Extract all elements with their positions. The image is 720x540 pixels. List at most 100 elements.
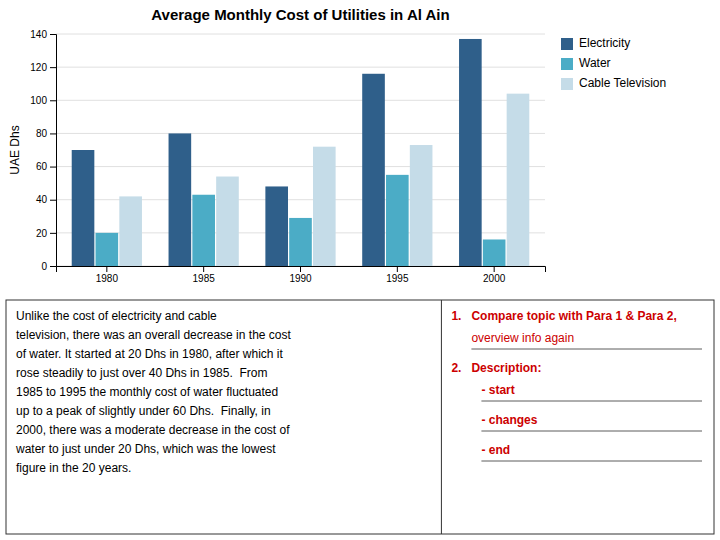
tick-label: 0 bbox=[41, 261, 47, 272]
annotation: 1. bbox=[451, 309, 461, 323]
annotation-line: 1985 to 1995 the monthly cost of water f… bbox=[16, 385, 278, 399]
tick-mark bbox=[50, 266, 56, 267]
annotation: 2. bbox=[451, 361, 461, 375]
tick-label: 20 bbox=[36, 228, 48, 239]
tick-label: 2000 bbox=[483, 273, 506, 284]
legend-label: Cable Television bbox=[579, 76, 666, 90]
tick-label: 60 bbox=[36, 161, 48, 172]
tick-mark bbox=[106, 266, 107, 272]
tick: 1980 bbox=[96, 266, 119, 284]
legend-item: Cable Television bbox=[561, 76, 666, 90]
tick-mark bbox=[300, 266, 301, 272]
bar bbox=[216, 177, 239, 266]
tick-mark bbox=[494, 266, 495, 272]
bar bbox=[459, 39, 482, 266]
tick: 1995 bbox=[386, 266, 409, 284]
tick-label: 100 bbox=[30, 95, 47, 106]
tick-label: 1985 bbox=[193, 273, 216, 284]
annotation-line: water to just under 20 Dhs, which was th… bbox=[15, 442, 276, 456]
annotation-line: rose steadily to just over 40 Dhs in 198… bbox=[16, 366, 267, 380]
annotation: - start bbox=[481, 383, 514, 397]
bar bbox=[289, 218, 312, 266]
tick-mark bbox=[203, 266, 204, 272]
tick: 40 bbox=[36, 194, 56, 205]
tick: 2000 bbox=[483, 266, 506, 284]
bar bbox=[362, 74, 385, 266]
tick-mark bbox=[50, 200, 56, 201]
annotation-line: of water. It started at 20 Dhs in 1980, … bbox=[16, 347, 283, 361]
tick-mark bbox=[50, 34, 56, 35]
tick-label: 140 bbox=[30, 29, 47, 40]
bar bbox=[72, 150, 95, 266]
figure: 0 20 40 60 80 100 120 140 1980 1985 1990 1995 2000 UA… bbox=[0, 0, 720, 540]
grid-line bbox=[56, 34, 545, 35]
underline bbox=[471, 349, 702, 350]
panel-divider bbox=[441, 300, 442, 534]
tick-mark bbox=[50, 233, 56, 234]
tick-mark bbox=[50, 167, 56, 168]
tick-label: 1980 bbox=[96, 273, 119, 284]
tick: 140 bbox=[30, 29, 56, 40]
panel-border bbox=[6, 300, 714, 534]
legend: Electricity Water Cable Television bbox=[561, 36, 666, 90]
underline bbox=[481, 461, 702, 462]
axis-line bbox=[57, 267, 546, 273]
tick-mark bbox=[50, 100, 56, 101]
bar bbox=[265, 186, 288, 266]
bar bbox=[169, 133, 192, 266]
tick-mark bbox=[50, 67, 56, 68]
y-axis-title: UAE Dhs bbox=[8, 125, 22, 174]
annotation: overview info again bbox=[471, 331, 574, 345]
annotation-line: Unlike the cost of electricity and cable bbox=[16, 309, 217, 323]
tick: 1985 bbox=[193, 266, 216, 284]
annotation-line: television, there was an overall decreas… bbox=[16, 328, 291, 342]
legend-swatch bbox=[561, 78, 573, 90]
bars bbox=[72, 39, 530, 266]
underline bbox=[481, 431, 702, 432]
tick-label: 1995 bbox=[386, 273, 409, 284]
tick-label: 40 bbox=[36, 194, 48, 205]
legend-item: Water bbox=[561, 56, 611, 70]
bar-series bbox=[96, 175, 506, 266]
text-panel: Unlike the cost of electricity and cable… bbox=[6, 300, 714, 534]
bar bbox=[483, 239, 506, 266]
bar-series bbox=[72, 39, 482, 266]
x-axis: 1980 1985 1990 1995 2000 bbox=[57, 266, 546, 284]
annotation-line: figure in the 20 years. bbox=[16, 461, 131, 475]
tick: 100 bbox=[30, 95, 56, 106]
tick-label: 120 bbox=[30, 62, 47, 73]
bar bbox=[313, 147, 336, 266]
bar bbox=[96, 233, 119, 266]
legend-swatch bbox=[561, 38, 573, 50]
tick-label: 80 bbox=[36, 128, 48, 139]
grid bbox=[56, 34, 545, 266]
legend-swatch bbox=[561, 58, 573, 70]
bar bbox=[386, 175, 409, 266]
annotation: Unlike the cost of electricity and cable… bbox=[15, 309, 291, 475]
y-axis: 0 20 40 60 80 100 120 140 bbox=[30, 29, 56, 272]
annotation: Compare topic with Para 1 & Para 2, bbox=[471, 309, 676, 323]
tick: 60 bbox=[36, 161, 56, 172]
annotation-line: 2000, there was a moderate decrease in t… bbox=[16, 423, 290, 437]
tick: 80 bbox=[36, 128, 56, 139]
tick-label: 1990 bbox=[289, 273, 312, 284]
legend-label: Water bbox=[579, 56, 611, 70]
annotation: Description: bbox=[471, 361, 541, 375]
annotation: - changes bbox=[481, 413, 537, 427]
tick-mark bbox=[50, 133, 56, 134]
bar bbox=[410, 145, 433, 266]
tick: 0 bbox=[41, 261, 56, 272]
tick: 1990 bbox=[289, 266, 312, 284]
underline bbox=[481, 401, 702, 402]
tick: 20 bbox=[36, 228, 56, 239]
annotation-line: up to a peak of slightly under 60 Dhs. F… bbox=[16, 404, 271, 418]
plot: 0 20 40 60 80 100 120 140 1980 1985 1990 1995 2000 bbox=[30, 29, 545, 284]
annotation: - end bbox=[481, 443, 510, 457]
tick-mark bbox=[397, 266, 398, 272]
legend-label: Electricity bbox=[579, 36, 630, 50]
legend-item: Electricity bbox=[561, 36, 630, 50]
bar bbox=[192, 195, 215, 266]
bar-series bbox=[119, 94, 529, 266]
tick: 120 bbox=[30, 62, 56, 73]
title: Average Monthly Cost of Utilities in Al … bbox=[151, 6, 449, 23]
